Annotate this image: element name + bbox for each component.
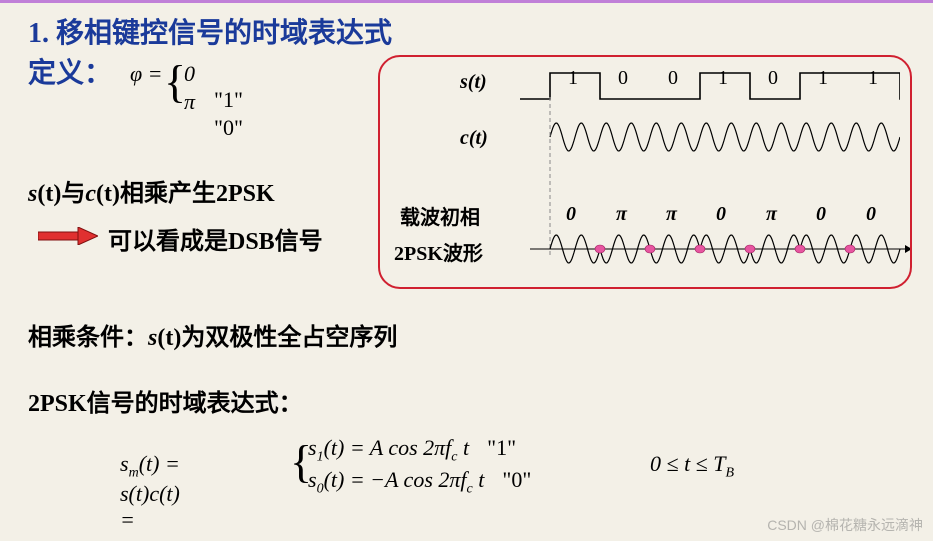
- waveform-diagram: s(t) c(t) 载波初相 2PSK波形 1 0 0 1 0 1 1 0 π π 0 π 0 0: [378, 55, 912, 289]
- phi-value-0: 0: [184, 61, 195, 86]
- eq-r0: s1(t) = A cos 2πfc t: [308, 435, 469, 460]
- bit-value: 1: [718, 67, 728, 90]
- c-t-label: c(t): [460, 127, 488, 150]
- eq-r1: s0(t) = −A cos 2πfc t: [308, 467, 484, 492]
- bit-value: 1: [568, 67, 578, 90]
- phi-symbol: φ =: [130, 61, 163, 86]
- eq-range: 0 ≤ t ≤ TB: [650, 451, 734, 481]
- psk-waveform: [530, 227, 910, 271]
- section-title: 1. 移相键控信号的时域表达式: [28, 11, 392, 51]
- multiply-line: s(t)与c(t)相乘产生2PSK: [28, 173, 275, 208]
- bit-value: 1: [818, 67, 828, 90]
- cond-label: 相乘条件：: [28, 325, 148, 351]
- c-sym: c: [85, 181, 96, 207]
- bit-value: 0: [768, 67, 778, 90]
- phi-bit-0: "0": [214, 115, 243, 140]
- arrow-icon: [38, 227, 98, 245]
- carrier-waveform: [530, 117, 900, 157]
- phase-label: 载波初相: [400, 201, 480, 230]
- expr-heading: 2PSK信号的时域表达式：: [28, 383, 303, 418]
- phi-value-pi: π: [184, 89, 195, 114]
- definition-label: 定义：: [28, 51, 112, 91]
- bit-value: 0: [668, 67, 678, 90]
- phase-value: 0: [566, 203, 576, 226]
- bit-value: 1: [868, 67, 878, 90]
- psk-wave-label: 2PSK波形: [394, 237, 483, 266]
- produce-2psk: 相乘产生2PSK: [120, 181, 275, 207]
- eq-lhs: sm(t) = s(t)c(t) =: [120, 451, 180, 533]
- phase-value: π: [616, 203, 627, 226]
- cond-desc: 为双极性全占空序列: [181, 325, 397, 351]
- s-sym: s: [28, 181, 37, 207]
- cond-s: s: [148, 325, 157, 351]
- s-t-label: s(t): [460, 71, 487, 94]
- phase-value: 0: [816, 203, 826, 226]
- cond-arg: (t): [157, 325, 181, 351]
- dsb-line: 可以看成是DSB信号: [108, 221, 323, 256]
- phi-equation: φ = { 0 "1" π "0": [130, 61, 163, 87]
- phase-value: 0: [716, 203, 726, 226]
- brace-icon: {: [164, 55, 186, 108]
- eq-q1: "0": [502, 467, 531, 492]
- phase-value: π: [766, 203, 777, 226]
- watermark: CSDN @棉花糖永远滴神: [767, 515, 923, 535]
- and-text: 与: [61, 181, 85, 207]
- condition-line: 相乘条件：s(t)为双极性全占空序列: [28, 317, 397, 352]
- phase-value: 0: [866, 203, 876, 226]
- eq-q0: "1": [487, 435, 516, 460]
- bit-value: 0: [618, 67, 628, 90]
- s-arg: (t): [37, 181, 61, 207]
- phase-value: π: [666, 203, 677, 226]
- c-arg: (t): [96, 181, 120, 207]
- bits-row: 1 0 0 1 0 1 1: [550, 69, 900, 105]
